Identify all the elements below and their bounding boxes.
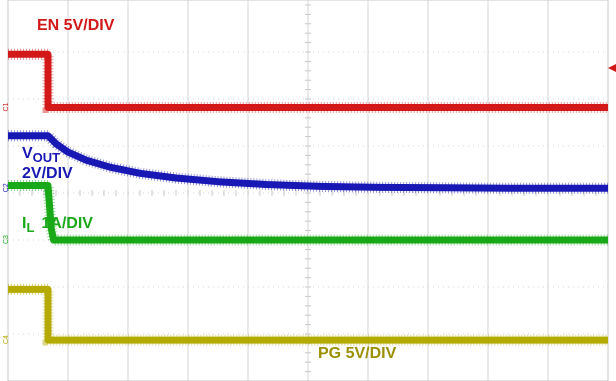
series-label-vout-scale: 2V/DIV [22,165,73,182]
series-label-vout-sub: OUT [33,150,61,165]
series-label-vout-main: V [22,145,33,162]
series-label-il-main: I [22,215,26,232]
series-label-vout: VOUT [22,145,60,165]
channel-marker-en: C1 [3,102,10,111]
series-label-en: EN 5V/DIV [37,17,115,34]
series-label-il: IL 1A/DIV [22,215,93,235]
channel-marker-il: C3 [3,235,10,244]
channel-marker-pg: C4 [3,335,10,344]
series-line-vout [8,132,608,192]
series-label-il-scale: 1A/DIV [41,215,93,232]
series-line-il [8,182,608,244]
traces [8,48,608,346]
series-line-pg [8,285,608,344]
series-line-en [8,50,608,111]
channel-markers: C1 C2 C3 C4 [3,102,10,344]
channel-marker-vout: C2 [3,183,10,192]
series-label-il-sub: L [26,220,34,235]
trigger-level-icon [608,64,616,72]
series-label-pg: PG 5V/DIV [318,345,397,362]
